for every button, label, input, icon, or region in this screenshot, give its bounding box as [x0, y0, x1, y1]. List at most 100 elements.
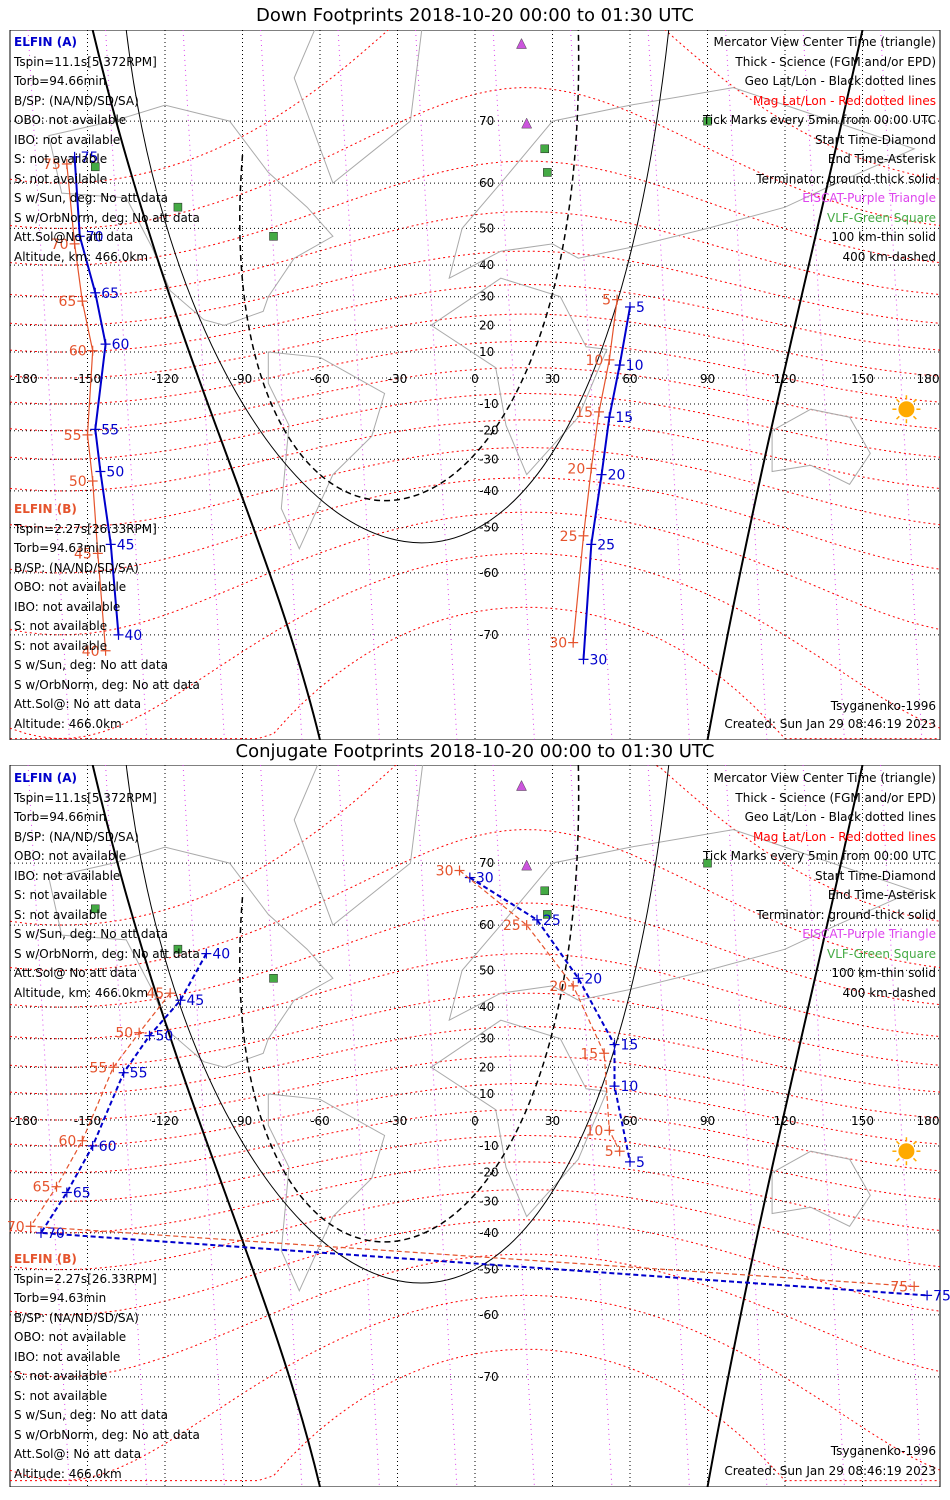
elfin-b-info-line: B/SP: (NA/ND/SD/SA) [14, 560, 139, 575]
lat-tick-label: -70 [479, 1370, 499, 1384]
terminator-ground-right [706, 765, 864, 1487]
lon-tick-label: 90 [700, 1114, 715, 1128]
vlf-square [540, 144, 549, 154]
tick-label: 50 [156, 1029, 174, 1045]
tick-label: 25 [560, 529, 578, 545]
sun-ray [912, 1157, 917, 1162]
vlf-square [91, 904, 100, 914]
tick-label: 75 [933, 1288, 950, 1304]
terminator-ground-right [706, 30, 864, 740]
lon-tick-label: 120 [774, 1114, 797, 1128]
elfin-b-info-line: Att.Sol@: No att data [14, 1447, 142, 1461]
tick-label: 65 [73, 1185, 91, 1201]
elfin-a-info-line: S: not available [14, 907, 108, 922]
lon-tick-label: 90 [700, 372, 715, 386]
mag-lon-line [27, 30, 70, 740]
tick-label: 25 [503, 918, 521, 934]
lat-tick-label: 20 [479, 318, 494, 332]
elfin-b-track [66, 163, 107, 651]
tick-label: 65 [59, 294, 77, 310]
mag-lon-line [725, 30, 768, 740]
sun-ray [895, 1157, 900, 1162]
lat-tick-label: 60 [479, 176, 494, 190]
lat-tick-label: -40 [479, 484, 499, 498]
elfin-b-info-line: OBO: not available [14, 1330, 127, 1344]
tick-label: 55 [64, 428, 82, 444]
tick-label: 75 [890, 1279, 908, 1295]
created-label-panel2: Created: Sun Jan 29 08:46:19 2023 [724, 1464, 936, 1478]
eiscat-triangle [521, 859, 533, 871]
tick-label: 5 [636, 300, 645, 316]
continent-outline [448, 87, 916, 280]
elfin-b-info-line: S: not available [14, 638, 108, 653]
elfin-b-info-panel2: ELFIN (B) Tspin=2.27s[26.33RPM] Torb=94.6… [14, 1250, 200, 1484]
elfin-b-info-line: Altitude: 466.0km [14, 716, 122, 731]
eiscat-triangle [516, 37, 527, 49]
continent-outline [267, 1093, 386, 1293]
mag-lat-line [9, 1189, 941, 1271]
mag-lat-line [9, 211, 941, 298]
continent-outline [430, 1019, 608, 1218]
mag-lon-line [415, 30, 458, 740]
lon-tick-label: 120 [774, 372, 797, 386]
elfin-a-info-panel2: ELFIN (A) Tspin=11.1s[5.372RPM] Torb=94.6… [14, 769, 200, 1003]
elfin-a-info-line: OBO: not available [14, 113, 127, 127]
vlf-square [703, 116, 712, 126]
lat-tick-label: -20 [479, 424, 499, 438]
mag-lon-line [880, 765, 923, 1487]
tick-label: 10 [621, 1079, 639, 1095]
legend-item: Geo Lat/Lon - Black dotted lines [744, 74, 936, 88]
elfin-b-track [459, 870, 621, 1152]
eiscat-triangle [516, 779, 527, 791]
elfin-b-info-line: S: not available [14, 619, 108, 633]
lat-tick-label: 70 [479, 114, 494, 128]
tick-label: 45 [146, 986, 164, 1002]
lon-tick-label: -150 [74, 372, 101, 386]
lat-tick-label: -40 [479, 1226, 499, 1240]
legend-item: Tick Marks every 5min from 00:00 UTC [702, 849, 936, 863]
elfin-b-info-line: IBO: not available [14, 1349, 121, 1364]
legend-item: 400 km-dashed [842, 985, 936, 1000]
mag-lat-line [9, 341, 941, 405]
tick-label: 55 [101, 422, 119, 438]
legend-item: Tick Marks every 5min from 00:00 UTC [702, 113, 936, 127]
lat-tick-label: 10 [479, 345, 494, 359]
vlf-square [543, 910, 552, 919]
mag-lat-line [9, 447, 941, 529]
tick-label: 45 [187, 993, 205, 1009]
elfin-a-info-line: Altitude, km: 466.0km [14, 249, 149, 264]
lat-tick-label: -50 [479, 521, 499, 535]
legend-item: Thick - Science (FGM and/or EPD) [735, 54, 936, 69]
terminator-400km [239, 765, 580, 1243]
elfin-b-track [572, 299, 618, 643]
tick-label: 40 [82, 644, 100, 660]
tick-label: 30 [590, 652, 608, 668]
tick-label: 45 [74, 546, 92, 562]
tick-label: 70 [86, 229, 104, 245]
legend-panel1: Mercator View Center Time (triangle) Thic… [703, 33, 936, 267]
elfin-a-header: ELFIN (A) [14, 771, 77, 785]
mag-lon-line [105, 30, 148, 740]
lat-tick-label: 70 [479, 856, 494, 870]
elfin-a-info-line: S: not available [14, 152, 108, 166]
lat-tick-label: 30 [479, 1032, 494, 1046]
tick-label: 65 [101, 286, 119, 302]
continent-outline [48, 104, 334, 326]
sun-ray [895, 398, 900, 403]
panel1-title: Down Footprints 2018-10-20 00:00 to 01:3… [256, 5, 694, 26]
lon-tick-label: -120 [151, 372, 178, 386]
tick-label: 75 [43, 157, 61, 173]
tick-label: 65 [33, 1180, 51, 1196]
continent-outline [448, 829, 916, 1022]
terminator-ground-left [91, 30, 321, 740]
elfin-a-info-line: S w/Sun, deg: No att data [14, 191, 168, 205]
legend-item: Geo Lat/Lon - Black dotted lines [744, 810, 936, 824]
conjugate-footprints-map: -180 -150 -120 -90 -60 -30 0 30 60 90 120 150 180 70 6… [7, 765, 950, 1487]
lat-tick-label: 10 [479, 1087, 494, 1101]
mag-lon-line [27, 765, 70, 1487]
legend-panel2: Mercator View Center Time (triangle) Thic… [703, 769, 936, 1003]
lon-tick-label: 150 [851, 1114, 874, 1128]
tick-label: 70 [47, 1226, 65, 1242]
lon-tick-label: -120 [151, 1114, 178, 1128]
tick-label: 70 [51, 237, 69, 253]
